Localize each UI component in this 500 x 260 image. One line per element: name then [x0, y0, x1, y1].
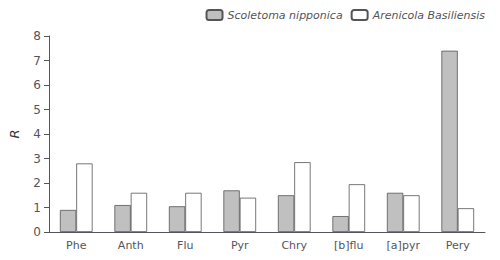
svg-text:2: 2 [33, 176, 41, 190]
svg-text:Phe: Phe [66, 239, 87, 252]
svg-text:6: 6 [33, 78, 41, 92]
svg-text:4: 4 [33, 127, 41, 141]
svg-text:Scoletoma nipponica: Scoletoma nipponica [228, 9, 343, 22]
svg-text:5: 5 [33, 103, 41, 117]
svg-text:3: 3 [33, 152, 41, 166]
svg-text:Flu: Flu [177, 239, 193, 252]
svg-text:Pery: Pery [446, 239, 471, 252]
svg-text:[a]pyr: [a]pyr [387, 239, 421, 252]
svg-text:1: 1 [33, 201, 41, 215]
svg-text:Chry: Chry [281, 239, 307, 252]
svg-text:R: R [7, 129, 22, 138]
svg-text:Pyr: Pyr [231, 239, 249, 252]
svg-text:7: 7 [33, 54, 41, 68]
svg-text:Arenicola Basiliensis: Arenicola Basiliensis [372, 9, 486, 22]
svg-text:8: 8 [33, 29, 41, 43]
svg-text:Anth: Anth [118, 239, 144, 252]
svg-text:0: 0 [33, 225, 41, 239]
svg-text:[b]flu: [b]flu [334, 239, 363, 252]
